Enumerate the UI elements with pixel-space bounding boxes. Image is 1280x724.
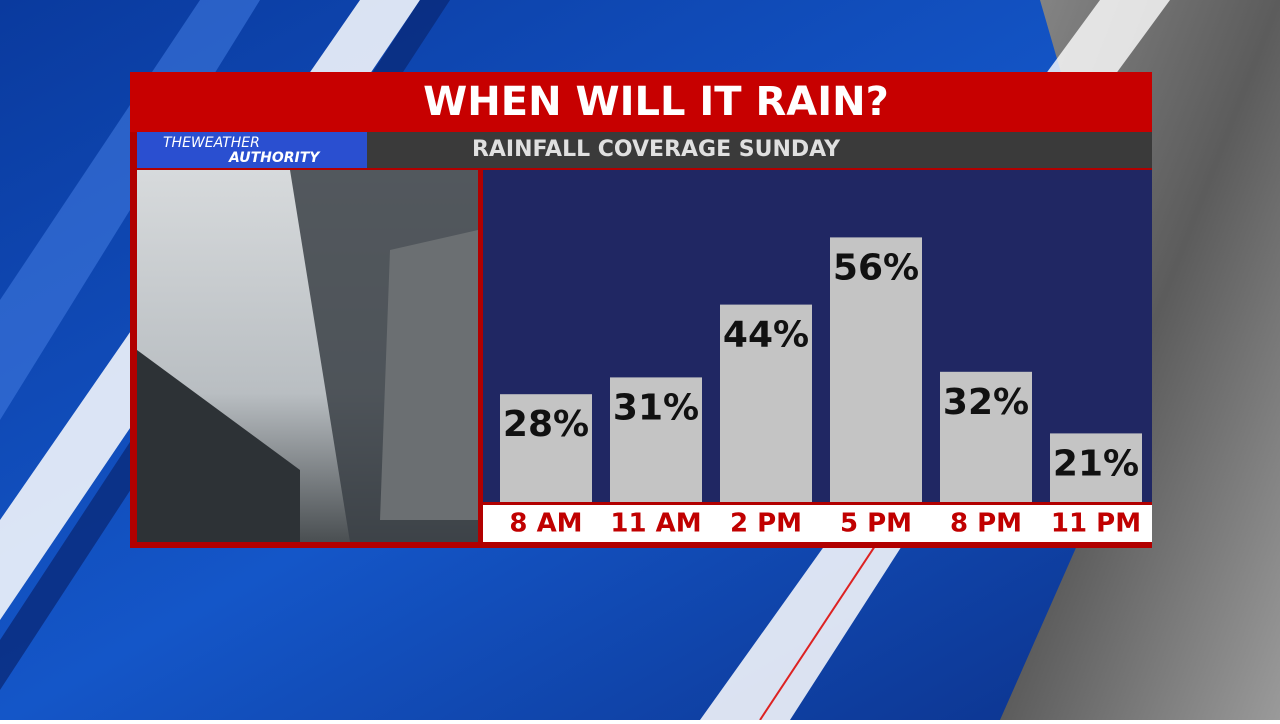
logo-line: THEWEATHER: [163, 135, 260, 151]
x-tick-label: 2 PM: [730, 509, 802, 539]
subtitle: RAINFALL COVERAGE SUNDAY: [472, 137, 841, 162]
photo-pagoda: [380, 230, 478, 520]
x-tick-label: 5 PM: [840, 509, 912, 539]
title: WHEN WILL IT RAIN?: [423, 79, 889, 125]
chart-area: [483, 170, 1152, 502]
title-bar: [130, 72, 1152, 132]
x-tick-label: 11 PM: [1051, 509, 1141, 539]
photo-grandstand: [137, 350, 300, 542]
value-label: 44%: [723, 315, 809, 356]
rain-texture: [1000, 0, 1280, 720]
logo-box: [137, 132, 367, 168]
bar: [500, 394, 592, 502]
bar: [720, 304, 812, 502]
logo-line: AUTHORITY: [228, 150, 321, 166]
x-tick-label: 11 AM: [610, 509, 701, 539]
bar: [830, 237, 922, 502]
value-label: 21%: [1053, 443, 1139, 484]
x-tick-label: 8 PM: [950, 509, 1022, 539]
value-label: 32%: [943, 382, 1029, 423]
value-label: 31%: [613, 387, 699, 428]
x-tick-label: 8 AM: [509, 509, 582, 539]
bar: [940, 371, 1032, 502]
bar: [610, 377, 702, 502]
bar: [1050, 433, 1142, 502]
value-label: 28%: [503, 404, 589, 445]
value-label: 56%: [833, 247, 919, 288]
label-strip: [483, 505, 1152, 542]
